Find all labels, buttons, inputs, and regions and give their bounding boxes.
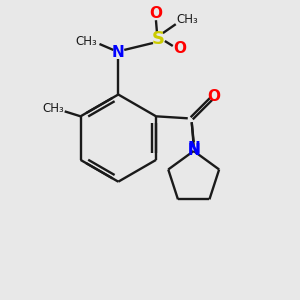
Text: O: O	[173, 41, 186, 56]
Text: O: O	[149, 6, 162, 21]
Text: CH₃: CH₃	[76, 34, 98, 47]
Text: CH₃: CH₃	[177, 13, 199, 26]
Text: N: N	[187, 140, 200, 155]
Text: CH₃: CH₃	[42, 102, 64, 115]
Text: S: S	[152, 30, 164, 48]
Text: N: N	[187, 143, 200, 158]
Text: N: N	[112, 45, 125, 60]
Text: O: O	[207, 89, 220, 104]
